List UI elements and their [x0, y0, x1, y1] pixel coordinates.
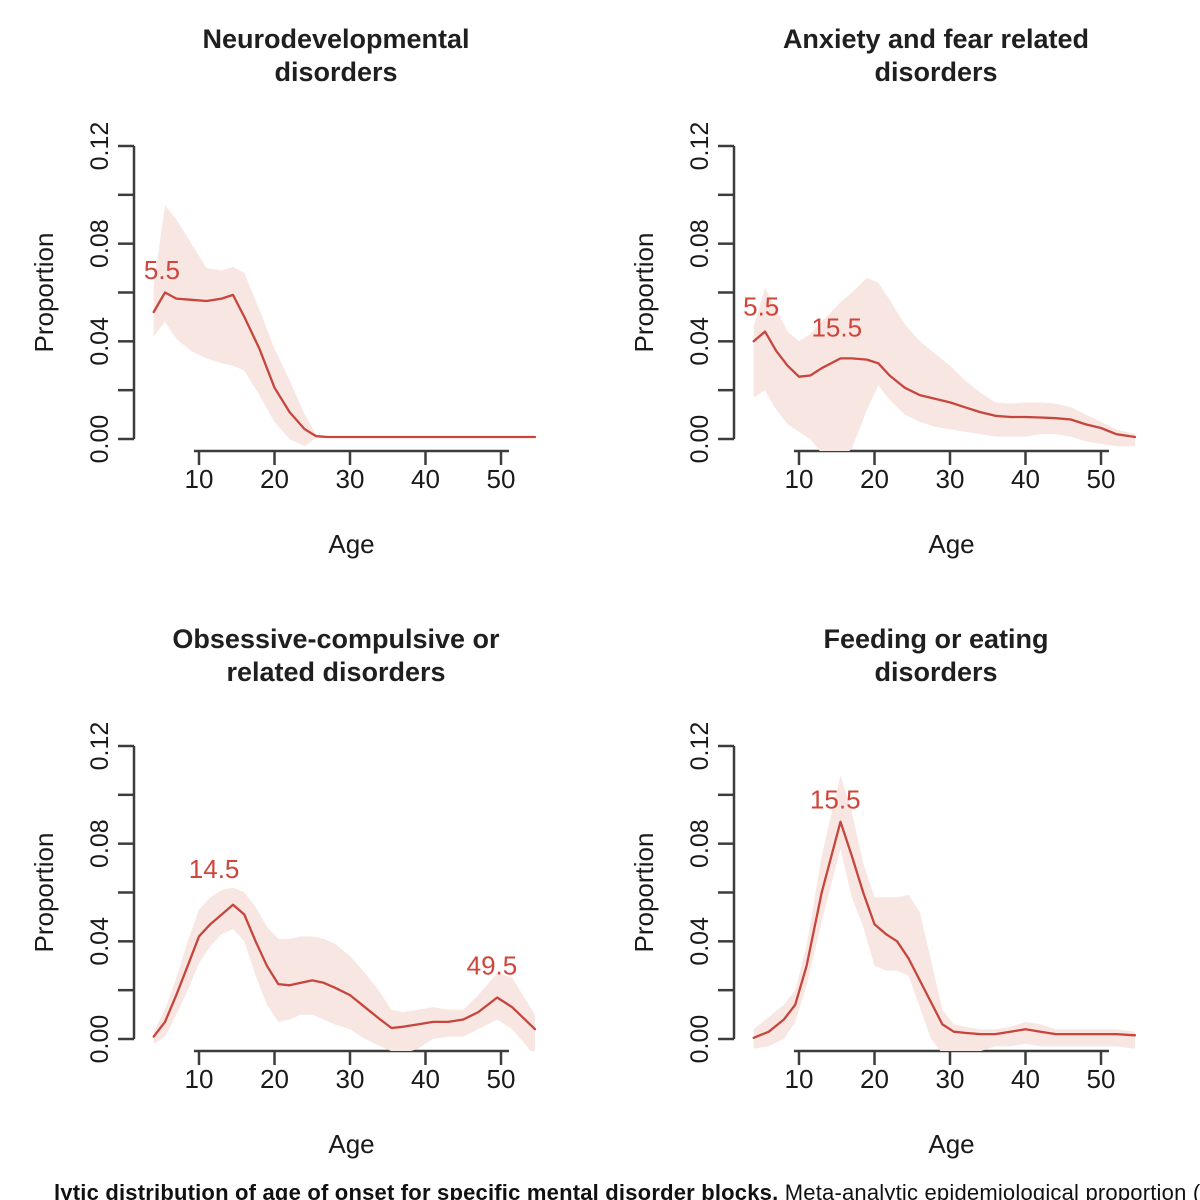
mean-line — [152, 903, 537, 1038]
x-axis — [194, 1049, 509, 1065]
x-tick-label: 40 — [1011, 464, 1040, 494]
x-axis — [194, 449, 509, 465]
y-axis — [718, 144, 736, 441]
x-tick-label: 30 — [936, 1064, 965, 1094]
confidence-band — [753, 277, 1135, 451]
chart-title-line: disorders — [874, 657, 997, 687]
x-tick-label: 20 — [260, 1064, 289, 1094]
x-axis — [794, 1049, 1109, 1065]
x-tick-label: 10 — [185, 1064, 214, 1094]
mean-line — [752, 820, 1137, 1039]
x-tick-label: 40 — [411, 464, 440, 494]
peak-label: 5.5 — [743, 292, 779, 322]
x-tick-label: 50 — [487, 464, 516, 494]
mean-line — [152, 291, 537, 439]
x-tick-label: 50 — [1087, 464, 1116, 494]
x-tick-label: 40 — [1011, 1064, 1040, 1094]
x-axis-label: Age — [328, 529, 374, 559]
x-tick-label: 20 — [860, 464, 889, 494]
figure-caption-bold-fragment: lytic distribution of age of onset for s… — [54, 1180, 779, 1200]
x-tick-label: 50 — [1087, 1064, 1116, 1094]
chart-title-line: disorders — [874, 57, 997, 87]
y-tick-label: 0.08 — [86, 819, 114, 868]
x-axis — [794, 449, 1109, 465]
chart-title-line: Feeding or eating — [823, 624, 1048, 654]
x-tick-label: 20 — [260, 464, 289, 494]
x-tick-label: 50 — [487, 1064, 516, 1094]
y-tick-label: 0.00 — [86, 415, 114, 464]
y-tick-label: 0.08 — [686, 819, 714, 868]
y-axis-label: Proportion — [629, 833, 659, 953]
x-tick-label: 40 — [411, 1064, 440, 1094]
x-tick-label: 30 — [936, 464, 965, 494]
y-tick-label: 0.04 — [86, 917, 114, 966]
chart-title-line: Anxiety and fear related — [783, 24, 1089, 54]
x-axis-label: Age — [928, 529, 974, 559]
peak-label: 49.5 — [467, 950, 518, 980]
y-tick-label: 0.12 — [86, 722, 114, 771]
chart-title-line: Neurodevelopmental — [202, 24, 469, 54]
y-tick-label: 0.00 — [686, 415, 714, 464]
y-tick-label: 0.04 — [86, 317, 114, 366]
chart-title-line: disorders — [274, 57, 397, 87]
confidence-band — [753, 775, 1135, 1051]
panel-neurodevelopmental-disorders: 0.00 0.04 0.08 0.12 10 20 30 40 50 5.5 Proportion A… — [0, 0, 600, 590]
y-tick-label: 0.00 — [86, 1015, 114, 1064]
chart-feeding-eating-disorders: 0.00 0.04 0.08 0.12 10 20 30 40 50 15.5 Proportion… — [629, 624, 1137, 1159]
chart-title-line: Obsessive-compulsive or — [172, 624, 500, 654]
y-axis-label: Proportion — [29, 233, 59, 353]
panel-anxiety-fear-related-disorders: 0.00 0.04 0.08 0.12 10 20 30 40 50 5.5 15.5 Proport… — [600, 0, 1200, 590]
chart-title-line: related disorders — [226, 657, 445, 687]
peak-label: 5.5 — [144, 255, 180, 285]
chart-neurodevelopmental-disorders: 0.00 0.04 0.08 0.12 10 20 30 40 50 5.5 Proportion A… — [29, 24, 537, 559]
panel-obsessive-compulsive-disorders: 0.00 0.04 0.08 0.12 10 20 30 40 50 14.5 49.5 Propor… — [0, 600, 600, 1190]
figure-caption-regular-fragment: Meta-analytic epidemiological proportion… — [778, 1180, 1200, 1200]
x-tick-label: 30 — [336, 464, 365, 494]
y-axis — [118, 744, 136, 1041]
y-tick-label: 0.12 — [686, 122, 714, 171]
y-tick-label: 0.04 — [686, 317, 714, 366]
y-axis-label: Proportion — [29, 833, 59, 953]
x-tick-label: 10 — [785, 464, 814, 494]
x-tick-label: 10 — [785, 1064, 814, 1094]
x-axis-label: Age — [928, 1129, 974, 1159]
y-axis-label: Proportion — [629, 233, 659, 353]
confidence-band — [153, 205, 535, 447]
peak-label: 14.5 — [189, 854, 240, 884]
figure-caption: lytic distribution of age of onset for s… — [54, 1180, 1200, 1200]
y-axis — [718, 744, 736, 1041]
x-tick-label: 30 — [336, 1064, 365, 1094]
x-tick-label: 10 — [185, 464, 214, 494]
peak-label: 15.5 — [811, 312, 862, 342]
mean-line — [752, 330, 1137, 439]
chart-obsessive-compulsive-disorders: 0.00 0.04 0.08 0.12 10 20 30 40 50 14.5 49.5 Propor… — [29, 624, 537, 1159]
y-tick-label: 0.12 — [686, 722, 714, 771]
x-axis-label: Age — [328, 1129, 374, 1159]
y-tick-label: 0.12 — [86, 122, 114, 171]
y-tick-label: 0.08 — [86, 219, 114, 268]
x-tick-label: 20 — [860, 1064, 889, 1094]
panel-feeding-eating-disorders: 0.00 0.04 0.08 0.12 10 20 30 40 50 15.5 Proportion… — [600, 600, 1200, 1190]
y-tick-label: 0.04 — [686, 917, 714, 966]
y-axis — [118, 144, 136, 441]
y-tick-label: 0.08 — [686, 219, 714, 268]
chart-anxiety-fear-related-disorders: 0.00 0.04 0.08 0.12 10 20 30 40 50 5.5 15.5 Proport… — [629, 24, 1137, 559]
y-tick-label: 0.00 — [686, 1015, 714, 1064]
peak-label: 15.5 — [810, 784, 861, 814]
